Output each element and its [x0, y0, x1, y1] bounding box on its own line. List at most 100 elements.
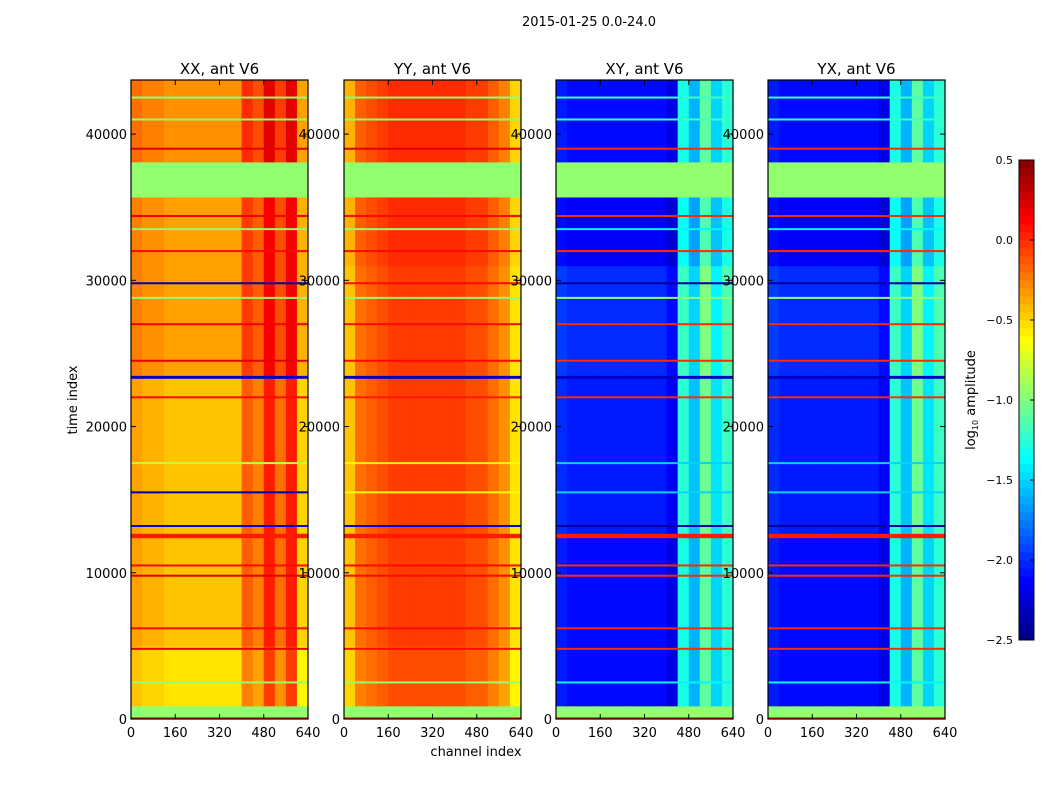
heatmap-cell	[655, 80, 668, 163]
heatmap-cell	[699, 705, 712, 718]
heatmap-cell	[344, 161, 356, 198]
heatmap-cell	[454, 645, 467, 707]
heatmap-cell	[589, 537, 601, 647]
heatmap-cell	[699, 378, 712, 534]
heatmap-cell	[699, 375, 712, 379]
heatmap-cell	[399, 705, 411, 718]
heatmap-cell	[933, 537, 946, 647]
heatmap-cell	[834, 705, 846, 718]
heatmap-cell	[186, 80, 198, 163]
heatmap-cell	[867, 80, 880, 163]
colorbar-swatch	[1019, 416, 1034, 425]
heatmap-cell	[509, 265, 522, 376]
heatmap-cell	[589, 196, 601, 267]
heatmap-cell	[856, 716, 869, 720]
heatmap-cell	[252, 375, 265, 379]
colorbar-swatch	[1019, 536, 1034, 545]
heatmap-cell	[856, 378, 869, 534]
heatmap-cell	[823, 161, 835, 198]
colorbar-swatch	[1019, 312, 1034, 321]
heatmap-cell	[366, 378, 378, 534]
heatmap-cell	[845, 196, 857, 267]
heatmap-cell	[164, 533, 176, 539]
heatmap-cell	[263, 378, 276, 534]
heatmap-cell	[710, 265, 723, 376]
panel-title: YY, ant V6	[393, 60, 471, 78]
heatmap-cell	[399, 645, 411, 707]
heatmap-cell	[443, 265, 456, 376]
heatmap-cell	[131, 716, 143, 720]
heatmap-cell	[710, 705, 723, 718]
heatmap-cell	[153, 645, 165, 707]
heatmap-cell	[644, 716, 657, 720]
heatmap-cell	[421, 378, 433, 534]
flagged-time-line	[131, 359, 308, 362]
heatmap-cell	[644, 378, 657, 534]
heatmap-cell	[611, 161, 623, 198]
heatmap-cell	[578, 705, 590, 718]
flagged-time-line	[768, 228, 945, 231]
heatmap-cell	[208, 716, 220, 720]
flagged-time-line	[556, 250, 733, 253]
heatmap-cell	[465, 375, 478, 379]
colorbar-swatch	[1019, 232, 1034, 241]
heatmap-cell	[252, 537, 265, 647]
heatmap-cell	[252, 378, 265, 534]
heatmap-cell	[454, 196, 467, 267]
heatmap-cell	[710, 645, 723, 707]
flagged-time-line	[768, 564, 945, 567]
heatmap-cell	[197, 378, 209, 534]
heatmap-cell	[388, 716, 400, 720]
heatmap-cell	[768, 375, 780, 379]
heatmap-cell	[622, 375, 634, 379]
heatmap-cell	[933, 196, 946, 267]
heatmap-cell	[556, 705, 568, 718]
colorbar-swatch	[1019, 280, 1034, 289]
y-tick-label: 30000	[511, 274, 552, 289]
flagged-time-line	[131, 574, 308, 577]
heatmap-cell	[285, 378, 298, 534]
colorbar-swatch	[1019, 248, 1034, 257]
heatmap-cell	[834, 161, 846, 198]
flagged-time-line	[556, 681, 733, 684]
heatmap-cell	[443, 705, 456, 718]
heatmap-cell	[366, 265, 378, 376]
heatmap-cell	[285, 705, 298, 718]
heatmap-cell	[153, 716, 165, 720]
heatmap-cell	[296, 265, 309, 376]
heatmap-cell	[589, 645, 601, 707]
colorbar-swatch	[1019, 360, 1034, 369]
flagged-time-line	[131, 250, 308, 253]
heatmap-cell	[578, 80, 590, 163]
heatmap-cell	[274, 80, 287, 163]
heatmap-cell	[889, 80, 902, 163]
heatmap-cell	[263, 716, 276, 720]
heatmap-cell	[432, 196, 445, 267]
heatmap-cell	[933, 161, 946, 198]
heatmap-cell	[509, 645, 522, 707]
heatmap-cell	[801, 537, 813, 647]
heatmap-cell	[377, 537, 389, 647]
heatmap-cell	[465, 645, 478, 707]
heatmap-cell	[208, 378, 220, 534]
heatmap-cell	[164, 645, 176, 707]
heatmap-cell	[834, 716, 846, 720]
heatmap-cell	[655, 196, 668, 267]
heatmap-cell	[476, 705, 489, 718]
heatmap-cell	[219, 705, 232, 718]
heatmap-cell	[721, 161, 734, 198]
heatmap-cell	[230, 196, 243, 267]
heatmap-cell	[823, 537, 835, 647]
heatmap-cell	[186, 161, 198, 198]
heatmap-cell	[556, 265, 568, 376]
heatmap-cell	[644, 196, 657, 267]
heatmap-cell	[377, 378, 389, 534]
heatmap-cell	[900, 375, 913, 379]
heatmap-cell	[421, 80, 433, 163]
heatmap-cell	[768, 80, 780, 163]
x-tick-label: 640	[509, 726, 534, 741]
heatmap-cell	[578, 375, 590, 379]
heatmap-cell	[344, 375, 356, 379]
heatmap-cell	[186, 645, 198, 707]
heatmap-cell	[476, 265, 489, 376]
